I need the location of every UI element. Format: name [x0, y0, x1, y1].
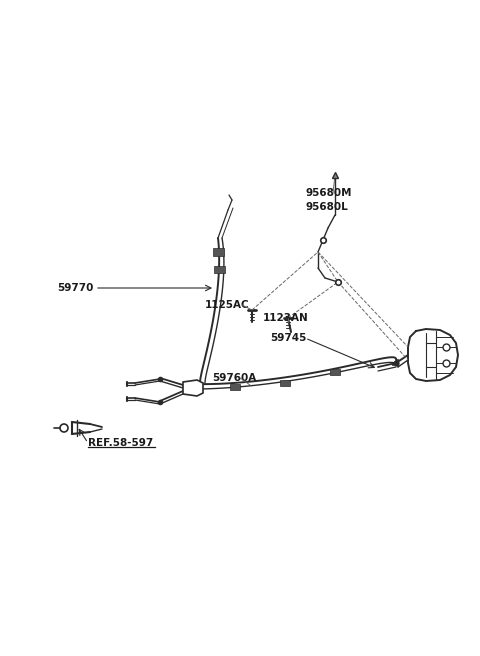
Polygon shape	[230, 384, 240, 390]
Text: 59745: 59745	[270, 333, 306, 343]
Text: 95680M: 95680M	[305, 188, 351, 198]
Text: 1125AC: 1125AC	[205, 300, 250, 310]
Polygon shape	[183, 380, 203, 396]
Text: 59770: 59770	[57, 283, 94, 293]
Polygon shape	[214, 266, 225, 273]
Text: 95680L: 95680L	[305, 202, 348, 212]
Polygon shape	[280, 380, 290, 386]
Text: REF.58-597: REF.58-597	[88, 438, 153, 448]
Polygon shape	[330, 369, 340, 375]
Text: 1123AN: 1123AN	[263, 313, 309, 323]
Text: 59760A: 59760A	[212, 373, 256, 383]
Polygon shape	[213, 248, 224, 256]
